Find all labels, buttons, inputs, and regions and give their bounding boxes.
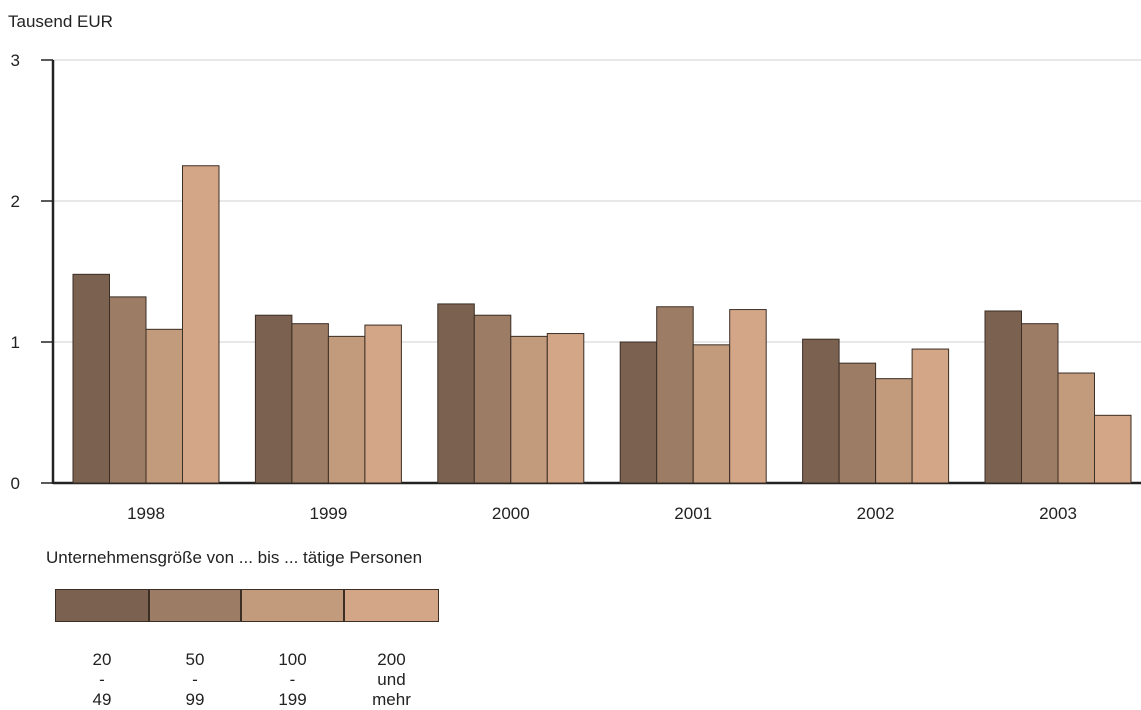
bar-2001-series-1: [656, 306, 694, 484]
bar-2003-series-2: [1057, 372, 1095, 484]
legend-swatch: [149, 589, 241, 622]
bar-2001-series-0: [619, 341, 658, 484]
y-tick-label: 3: [11, 51, 20, 70]
y-tick-label: 0: [11, 474, 20, 493]
bar-1998-series-2: [145, 328, 183, 484]
bar-1999-series-0: [254, 314, 293, 484]
legend-label: 200 und mehr: [372, 650, 411, 709]
bar-1998-series-3: [182, 165, 220, 484]
legend-swatch: [344, 589, 439, 622]
bar-1999-series-2: [327, 335, 366, 484]
bar-2002-series-0: [802, 338, 840, 484]
legend-swatch: [241, 589, 344, 622]
bar-2000-series-2: [510, 335, 548, 484]
x-tick-label: 1999: [309, 504, 347, 523]
bar-1998-series-0: [72, 273, 110, 484]
bar-2001-series-3: [729, 309, 767, 484]
legend-label: 100 - 199: [278, 650, 307, 709]
y-axis-unit-label: Tausend EUR: [8, 12, 113, 31]
legend-label: 50 - 99: [185, 650, 205, 709]
bar-2003-series-0: [984, 310, 1022, 484]
x-tick-label: 2001: [674, 504, 712, 523]
bar-2003-series-3: [1094, 414, 1132, 484]
bar-2000-series-3: [546, 333, 585, 484]
legend-title: Unternehmensgröße von ... bis ... tätige…: [46, 548, 423, 567]
bar-2002-series-3: [911, 348, 950, 484]
y-tick-label: 2: [11, 192, 20, 211]
y-tick-label: 1: [11, 333, 20, 352]
legend-swatch: [55, 589, 149, 622]
x-tick-label: 2000: [492, 504, 530, 523]
bar-1999-series-1: [291, 323, 329, 484]
x-tick-label: 2003: [1039, 504, 1077, 523]
bar-2000-series-0: [437, 303, 475, 484]
bar-2001-series-2: [692, 344, 731, 484]
x-tick-label: 2002: [857, 504, 895, 523]
bar-2002-series-2: [875, 378, 913, 484]
bar-2003-series-1: [1021, 323, 1059, 484]
bar-chart: 0 1 2 3 1998 1999 2000 2001 2002 2003: [11, 51, 1141, 523]
legend-label: 20 - 49: [92, 650, 112, 709]
x-tick-label: 1998: [127, 504, 165, 523]
bar-2000-series-1: [473, 314, 512, 484]
bar-2002-series-1: [838, 362, 877, 484]
bar-1998-series-1: [109, 296, 147, 484]
bar-1999-series-3: [364, 324, 402, 484]
legend-color-bar: [55, 589, 439, 622]
